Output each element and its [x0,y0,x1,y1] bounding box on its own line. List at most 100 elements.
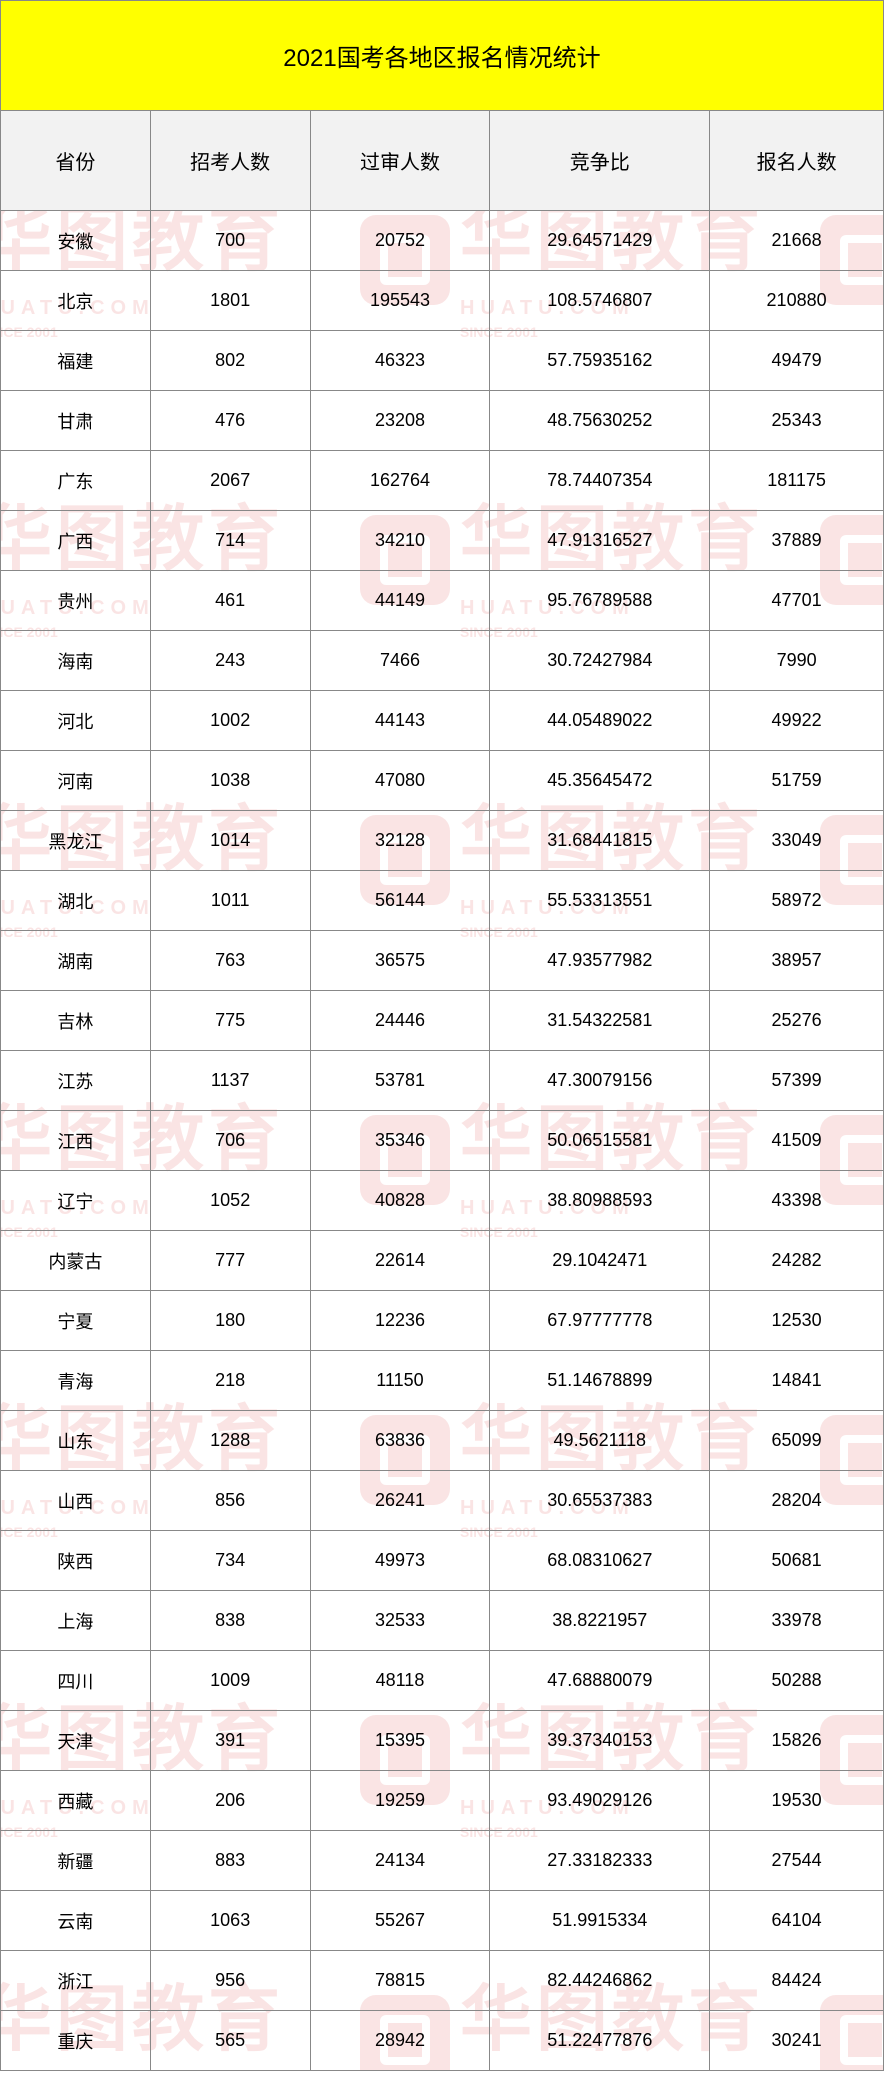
table-cell: 734 [150,1531,310,1591]
table-cell: 956 [150,1951,310,2011]
table-cell: 陕西 [1,1531,151,1591]
table-row: 上海8383253338.822195733978 [1,1591,884,1651]
table-cell: 福建 [1,331,151,391]
table-cell: 47080 [310,751,490,811]
table-cell: 700 [150,211,310,271]
table-cell: 贵州 [1,571,151,631]
table-cell: 162764 [310,451,490,511]
table-cell: 41509 [710,1111,884,1171]
table-cell: 883 [150,1831,310,1891]
table-cell: 湖南 [1,931,151,991]
table-cell: 32533 [310,1591,490,1651]
table-cell: 11150 [310,1351,490,1411]
table-cell: 27544 [710,1831,884,1891]
table-cell: 78815 [310,1951,490,2011]
table-cell: 44149 [310,571,490,631]
table-cell: 802 [150,331,310,391]
table-cell: 51.9915334 [490,1891,710,1951]
table-cell: 58972 [710,871,884,931]
table-cell: 37889 [710,511,884,571]
table-cell: 206 [150,1771,310,1831]
table-cell: 64104 [710,1891,884,1951]
table-cell: 22614 [310,1231,490,1291]
table-cell: 714 [150,511,310,571]
table-cell: 1002 [150,691,310,751]
table-cell: 36575 [310,931,490,991]
table-cell: 63836 [310,1411,490,1471]
table-cell: 35346 [310,1111,490,1171]
table-cell: 25343 [710,391,884,451]
table-cell: 青海 [1,1351,151,1411]
table-cell: 476 [150,391,310,451]
table-row: 黑龙江10143212831.6844181533049 [1,811,884,871]
table-cell: 49922 [710,691,884,751]
table-row: 海南243746630.724279847990 [1,631,884,691]
table-cell: 51.14678899 [490,1351,710,1411]
table-cell: 天津 [1,1711,151,1771]
table-row: 山东12886383649.562111865099 [1,1411,884,1471]
table-cell: 38.80988593 [490,1171,710,1231]
table-cell: 47.68880079 [490,1651,710,1711]
table-cell: 195543 [310,271,490,331]
table-cell: 44143 [310,691,490,751]
table-cell: 29.1042471 [490,1231,710,1291]
table-cell: 181175 [710,451,884,511]
table-cell: 26241 [310,1471,490,1531]
table-cell: 19530 [710,1771,884,1831]
table-cell: 1801 [150,271,310,331]
table-row: 湖北10115614455.5331355158972 [1,871,884,931]
table-cell: 34210 [310,511,490,571]
table-cell: 7466 [310,631,490,691]
table-cell: 24446 [310,991,490,1051]
table-cell: 706 [150,1111,310,1171]
table-cell: 30.72427984 [490,631,710,691]
table-cell: 重庆 [1,2011,151,2071]
table-row: 贵州4614414995.7678958847701 [1,571,884,631]
table-cell: 1038 [150,751,310,811]
table-cell: 山东 [1,1411,151,1471]
table-row: 湖南7633657547.9357798238957 [1,931,884,991]
table-cell: 15395 [310,1711,490,1771]
table-cell: 50.06515581 [490,1111,710,1171]
table-row: 云南10635526751.991533464104 [1,1891,884,1951]
table-row: 青海2181115051.1467889914841 [1,1351,884,1411]
table-row: 河北10024414344.0548902249922 [1,691,884,751]
table-cell: 14841 [710,1351,884,1411]
table-cell: 辽宁 [1,1171,151,1231]
table-cell: 46323 [310,331,490,391]
table-cell: 28204 [710,1471,884,1531]
table-cell: 山西 [1,1471,151,1531]
table-cell: 47.91316527 [490,511,710,571]
table-cell: 江苏 [1,1051,151,1111]
table-cell: 243 [150,631,310,691]
table-cell: 210880 [710,271,884,331]
table-cell: 21668 [710,211,884,271]
table-cell: 67.97777778 [490,1291,710,1351]
table-cell: 湖北 [1,871,151,931]
table-row: 辽宁10524082838.8098859343398 [1,1171,884,1231]
table-cell: 763 [150,931,310,991]
table-cell: 45.35645472 [490,751,710,811]
table-cell: 56144 [310,871,490,931]
table-cell: 广东 [1,451,151,511]
table-cell: 1011 [150,871,310,931]
table-cell: 856 [150,1471,310,1531]
table-cell: 内蒙古 [1,1231,151,1291]
table-cell: 20752 [310,211,490,271]
table-cell: 39.37340153 [490,1711,710,1771]
column-header: 省份 [1,111,151,211]
table-cell: 53781 [310,1051,490,1111]
table-cell: 海南 [1,631,151,691]
table-cell: 55267 [310,1891,490,1951]
table-cell: 78.74407354 [490,451,710,511]
table-row: 山西8562624130.6553738328204 [1,1471,884,1531]
table-container: 华图教育HUATU.COMSINCE 2001华图教育HUATU.COMSINC… [0,0,884,2071]
table-cell: 31.54322581 [490,991,710,1051]
table-row: 安徽7002075229.6457142921668 [1,211,884,271]
table-cell: 1137 [150,1051,310,1111]
table-cell: 50288 [710,1651,884,1711]
title-row: 2021国考各地区报名情况统计 [1,1,884,111]
table-cell: 河北 [1,691,151,751]
table-cell: 777 [150,1231,310,1291]
table-cell: 49.5621118 [490,1411,710,1471]
